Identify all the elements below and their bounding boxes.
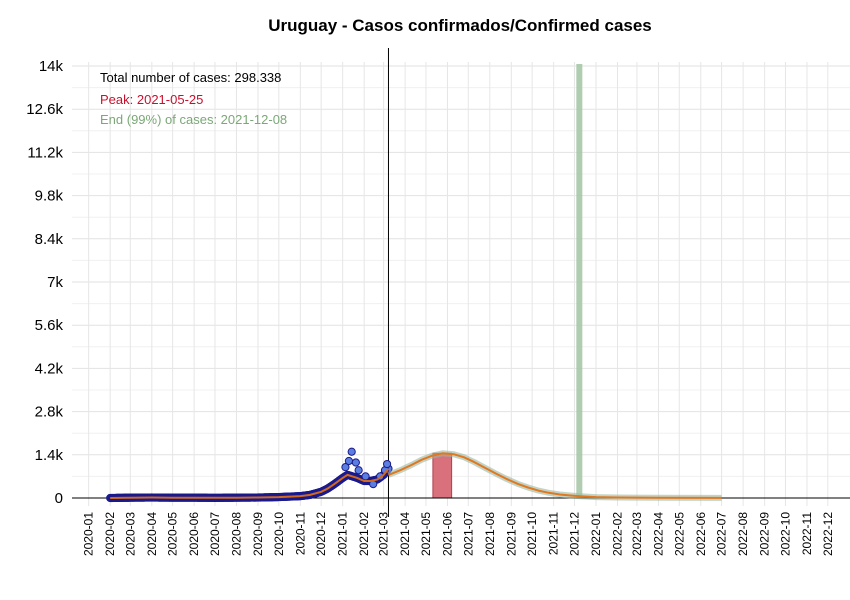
x-tick-label: 2021-03 <box>377 512 391 556</box>
x-tick-label: 2021-04 <box>398 512 412 556</box>
x-tick-label: 2021-09 <box>504 512 518 556</box>
y-tick-label: 2.8k <box>35 404 64 421</box>
y-tick-label: 5.6k <box>35 317 64 334</box>
x-tick-label: 2021-01 <box>336 512 350 556</box>
x-tick-label: 2021-11 <box>547 512 561 555</box>
chart-title: Uruguay - Casos confirmados/Confirmed ca… <box>268 16 652 35</box>
observed-point <box>351 458 360 467</box>
observed-point <box>344 456 354 466</box>
fit-curve <box>388 452 722 499</box>
x-tick-label: 2020-11 <box>293 512 307 555</box>
observed-point <box>361 472 370 481</box>
y-tick-label: 7k <box>47 274 63 291</box>
x-tick-label: 2020-10 <box>272 512 286 556</box>
y-tick-labels: 0 1.4k 2.8k 4.2k 5.6k 7k 8.4k 9.8k 11.2k 12.6k 14k <box>26 58 63 507</box>
observed-fit-line <box>110 468 390 499</box>
x-tick-label: 2021-07 <box>461 512 475 556</box>
observed-point <box>341 463 350 472</box>
y-tick-label: 12.6k <box>26 101 63 118</box>
grid <box>72 62 850 506</box>
y-tick-label: 9.8k <box>35 188 64 205</box>
x-tick-label: 2022-07 <box>715 512 729 556</box>
y-tick-label: 14k <box>39 58 64 75</box>
x-tick-label: 2022-08 <box>736 512 750 556</box>
x-tick-label: 2021-12 <box>567 512 581 556</box>
x-tick-label: 2020-01 <box>82 512 96 556</box>
x-tick-label: 2020-09 <box>251 512 265 556</box>
x-tick-label: 2021-06 <box>440 512 454 556</box>
x-tick-label: 2020-05 <box>166 512 180 556</box>
y-tick-label: 1.4k <box>35 447 64 464</box>
y-tick-label: 0 <box>55 490 63 507</box>
x-tick-label: 2022-10 <box>778 512 792 556</box>
annotations: Total number of cases: 298.338 Peak: 202… <box>100 70 287 127</box>
y-tick-label: 11.2k <box>27 144 63 161</box>
x-tick-label: 2021-10 <box>525 512 539 556</box>
y-tick-label: 8.4k <box>35 231 64 248</box>
x-tick-label: 2022-11 <box>800 512 814 555</box>
x-tick-label: 2022-06 <box>694 512 708 556</box>
x-tick-label: 2022-04 <box>651 512 665 556</box>
x-tick-label: 2021-02 <box>357 512 371 556</box>
series <box>106 447 722 503</box>
observed-point <box>382 459 392 469</box>
x-tick-label: 2020-02 <box>103 512 117 556</box>
x-tick-label: 2020-04 <box>145 512 159 556</box>
x-tick-label: 2021-08 <box>483 512 497 556</box>
x-tick-label: 2022-05 <box>672 512 686 556</box>
x-tick-label: 2020-08 <box>229 512 243 556</box>
annotation-total: Total number of cases: 298.338 <box>100 70 281 85</box>
annotation-end: End (99%) of cases: 2021-12-08 <box>100 112 287 127</box>
x-tick-label: 2022-03 <box>630 512 644 556</box>
x-tick-label: 2020-03 <box>123 512 137 556</box>
annotation-peak: Peak: 2021-05-25 <box>100 92 203 107</box>
x-tick-label: 2021-05 <box>419 512 433 556</box>
x-tick-label: 2020-07 <box>208 512 222 556</box>
end-line <box>576 64 583 498</box>
x-tick-label: 2020-06 <box>187 512 201 556</box>
x-tick-labels: 2020-01 2020-02 2020-03 2020-04 2020-05 2020-… <box>82 512 835 556</box>
y-tick-label: 4.2k <box>35 360 64 377</box>
x-tick-label: 2022-12 <box>821 512 835 556</box>
observed-point <box>347 447 356 456</box>
x-tick-label: 2022-01 <box>589 512 603 556</box>
x-tick-label: 2022-02 <box>611 512 625 556</box>
peak-bar <box>432 452 453 499</box>
x-tick-label: 2020-12 <box>314 512 328 556</box>
x-tick-label: 2022-09 <box>758 512 772 556</box>
observed-point <box>354 466 363 475</box>
